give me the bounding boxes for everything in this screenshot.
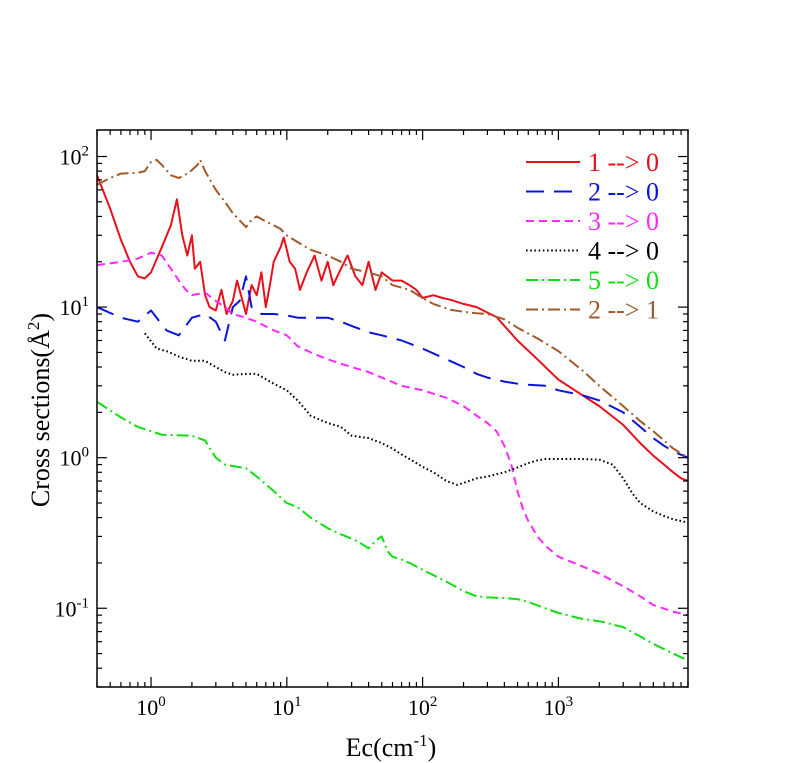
y-tick-label: 100	[60, 445, 90, 471]
x-tick-label: 100	[136, 694, 166, 720]
series-line-5	[97, 400, 688, 662]
legend-item-5: 5 --> 0	[526, 266, 659, 295]
legend-item-4: 4 --> 0	[526, 237, 659, 266]
legend: 1 --> 02 --> 03 --> 04 --> 05 --> 02 -->…	[526, 148, 659, 325]
legend-label: 4 --> 0	[588, 237, 659, 266]
x-tick-label: 101	[272, 694, 302, 720]
series-line-3	[97, 251, 688, 617]
y-tick-label: 101	[60, 294, 90, 320]
ticks-layer	[96, 130, 689, 688]
series-line-1	[97, 174, 688, 482]
y-tick-label: 10-1	[55, 595, 90, 621]
legend-label: 1 --> 0	[588, 148, 659, 177]
series-line-2	[97, 275, 688, 459]
y-tick-label: 102	[60, 144, 90, 170]
series-layer	[97, 158, 688, 662]
legend-item-6: 2 --> 1	[526, 296, 659, 325]
x-axis-label: Ec(cm-1)	[346, 731, 437, 762]
series-line-6	[97, 158, 688, 459]
x-tick-label: 103	[544, 694, 574, 720]
y-axis-label: Cross sections(Å2)	[24, 313, 55, 507]
legend-label: 2 --> 0	[588, 178, 659, 207]
legend-label: 3 --> 0	[588, 207, 659, 236]
legend-label: 5 --> 0	[588, 266, 659, 295]
series-line-4	[144, 332, 688, 524]
legend-item-2: 2 --> 0	[526, 178, 659, 207]
legend-label: 2 --> 1	[588, 296, 659, 325]
legend-item-1: 1 --> 0	[526, 148, 659, 177]
legend-item-3: 3 --> 0	[526, 207, 659, 236]
tick-labels-layer: 100 101 102 103 10-1 100 101 102	[55, 144, 574, 720]
x-tick-label: 102	[408, 694, 438, 720]
